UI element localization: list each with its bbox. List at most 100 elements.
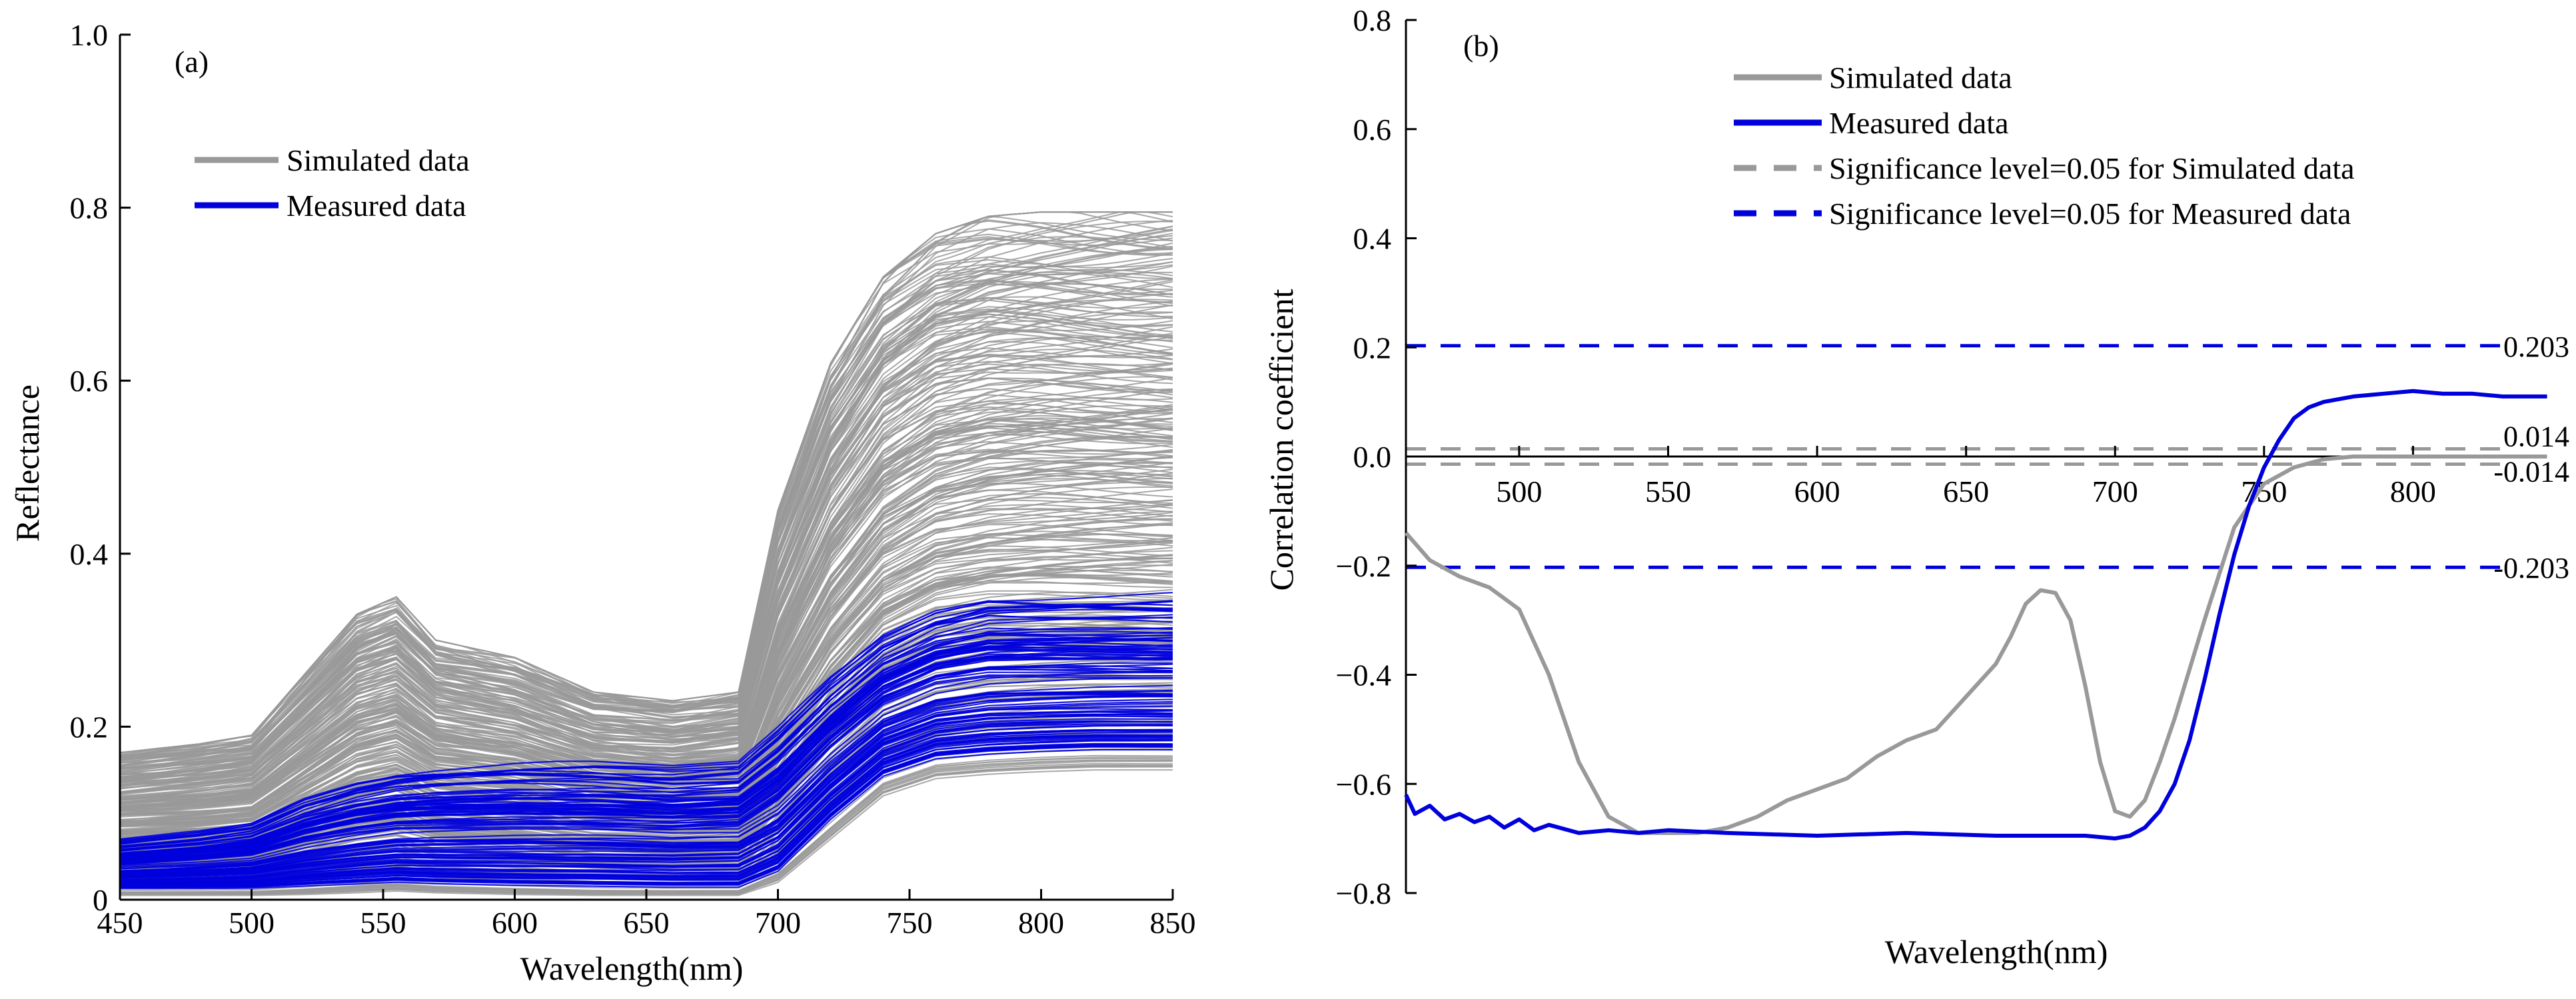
a-simulated-line-208: [119, 331, 1173, 786]
b-x-tick-label: 700: [2092, 475, 2138, 508]
a-measured-line-22: [119, 748, 1173, 890]
a-measured-line-79: [119, 670, 1173, 863]
a-measured-line-92: [119, 649, 1173, 857]
a-measured-line-11: [119, 677, 1173, 868]
b-legend-label: Significance level=0.05 for Measured dat…: [1829, 197, 2351, 231]
b-y-tick-label: 0.4: [1353, 222, 1392, 256]
a-y-axis-label: Reflectance: [9, 385, 46, 542]
a-x-tick-label: 850: [1150, 906, 1196, 940]
b-y-tick-label: −0.6: [1336, 767, 1391, 801]
a-simulated-line-293: [119, 299, 1173, 772]
a-measured-line-88: [119, 614, 1173, 844]
a-measured-line-84: [119, 724, 1173, 882]
a-simulated-line-300: [119, 311, 1173, 782]
a-simulated-line-160: [119, 460, 1173, 823]
a-legend: Simulated data Measured data: [195, 143, 470, 223]
b-y-axis-label: Correlation coefficient: [1263, 289, 1300, 590]
a-y-tick-label: 1.0: [70, 18, 109, 52]
a-y-tick-label: 0.2: [70, 710, 109, 744]
panel-a-reflectance-chart: 0 0.2 0.4 0.6 0.8 1.0 450 500 550 600 650 700 750 800…: [9, 18, 1196, 987]
a-measured-line-104: [119, 735, 1173, 885]
a-measured-line-95: [119, 738, 1173, 886]
b-x-tick-label: 500: [1496, 475, 1542, 508]
a-measured-line-67: [119, 608, 1173, 848]
b-legend-label: Measured data: [1829, 106, 2009, 140]
a-measured-line-19: [119, 672, 1173, 866]
b-simulated-line: [1404, 455, 2547, 835]
a-measured-line-21: [119, 631, 1173, 850]
a-x-tick-label: 500: [229, 906, 275, 940]
a-simulated-line-286: [119, 329, 1173, 790]
b-y-tick-label: 0.8: [1353, 3, 1392, 37]
a-measured-line-102: [119, 652, 1173, 862]
b-y-tick-label: 0.0: [1353, 440, 1392, 474]
b-significance-label: 0.203: [2503, 331, 2569, 363]
a-measured-line-73: [119, 708, 1173, 876]
a-measured-line-20: [119, 634, 1173, 856]
a-x-tick-label: 800: [1018, 906, 1064, 940]
b-y-tick-label: −0.8: [1336, 876, 1391, 910]
a-y-tick-label: 0: [93, 883, 108, 917]
a-measured-line-106: [119, 626, 1173, 849]
a-x-tick-label: 650: [624, 906, 670, 940]
b-axes: −0.8 −0.6 −0.4 −0.2 0.0 0.2 0.4 0.6 0.8 500 550 600…: [1336, 3, 2512, 910]
b-legend: Simulated data Measured data Significance …: [1734, 61, 2355, 231]
b-panel-label: (b): [1463, 29, 1499, 63]
a-measured-line-91: [119, 730, 1173, 884]
b-significance-lines: 0.203 0.014-0.014 -0.203: [1406, 331, 2569, 584]
a-measured-line-87: [119, 736, 1173, 886]
b-measured-line: [1404, 389, 2547, 841]
b-x-tick-label: 600: [1794, 475, 1840, 508]
a-measured-line-76: [119, 676, 1173, 866]
b-significance-label: -0.203: [2493, 552, 2569, 584]
a-measured-spectra: [119, 592, 1173, 890]
a-measured-line-108: [119, 714, 1173, 879]
a-simulated-line-133: [119, 252, 1173, 757]
b-legend-label: Significance level=0.05 for Simulated da…: [1829, 151, 2355, 185]
a-simulated-line-195: [119, 269, 1173, 772]
b-y-tick-label: 0.6: [1353, 113, 1392, 147]
b-significance-label: -0.014: [2493, 455, 2569, 488]
b-x-tick-label: 550: [1645, 475, 1691, 508]
b-correlation-series: [1404, 389, 2547, 841]
a-measured-line-52: [119, 728, 1173, 882]
a-measured-line-98: [119, 656, 1173, 859]
a-simulated-line-158: [119, 263, 1173, 759]
a-simulated-line-287: [119, 211, 1173, 762]
a-simulated-line-301: [119, 341, 1173, 792]
a-panel-label: (a): [175, 45, 209, 79]
a-measured-line-46: [119, 600, 1173, 841]
b-x-axis-label: Wavelength(nm): [1885, 933, 2108, 970]
a-measured-line-54: [119, 700, 1173, 874]
a-simulated-line-273: [119, 349, 1173, 797]
a-y-tick-label: 0.6: [70, 364, 109, 398]
a-measured-line-66: [119, 694, 1173, 873]
a-simulated-line-289: [119, 308, 1173, 773]
a-legend-label: Measured data: [287, 189, 466, 223]
b-y-tick-label: 0.2: [1353, 331, 1392, 365]
a-simulated-line-315: [119, 423, 1173, 812]
b-y-tick-label: −0.4: [1336, 658, 1391, 692]
a-legend-label: Simulated data: [287, 143, 470, 177]
panel-b-correlation-chart: 0.203 0.014-0.014 -0.203 −0.8 −0.6 −0.4 −0.2 0…: [1263, 3, 2569, 970]
a-simulated-line-306: [119, 259, 1173, 758]
a-measured-line-94: [119, 720, 1173, 881]
a-measured-line-77: [119, 600, 1173, 842]
a-x-tick-label: 600: [492, 906, 538, 940]
a-measured-line-72: [119, 642, 1173, 856]
a-simulated-line-62: [119, 225, 1173, 754]
a-x-tick-label: 700: [755, 906, 801, 940]
b-significance-label: 0.014: [2503, 421, 2569, 453]
a-measured-line-86: [119, 743, 1173, 888]
a-measured-line-96: [119, 692, 1173, 872]
a-simulated-line-296: [119, 333, 1173, 783]
a-x-axis-label: Wavelength(nm): [520, 950, 744, 987]
a-simulated-line-249: [119, 278, 1173, 776]
a-y-tick-label: 0.8: [70, 191, 109, 225]
a-measured-line-83: [119, 601, 1173, 844]
a-measured-line-78: [119, 600, 1173, 843]
b-legend-label: Simulated data: [1829, 61, 2012, 95]
a-axes: 0 0.2 0.4 0.6 0.8 1.0 450 500 550 600 650 700 750 800…: [70, 18, 1196, 940]
a-measured-line-101: [119, 711, 1173, 878]
